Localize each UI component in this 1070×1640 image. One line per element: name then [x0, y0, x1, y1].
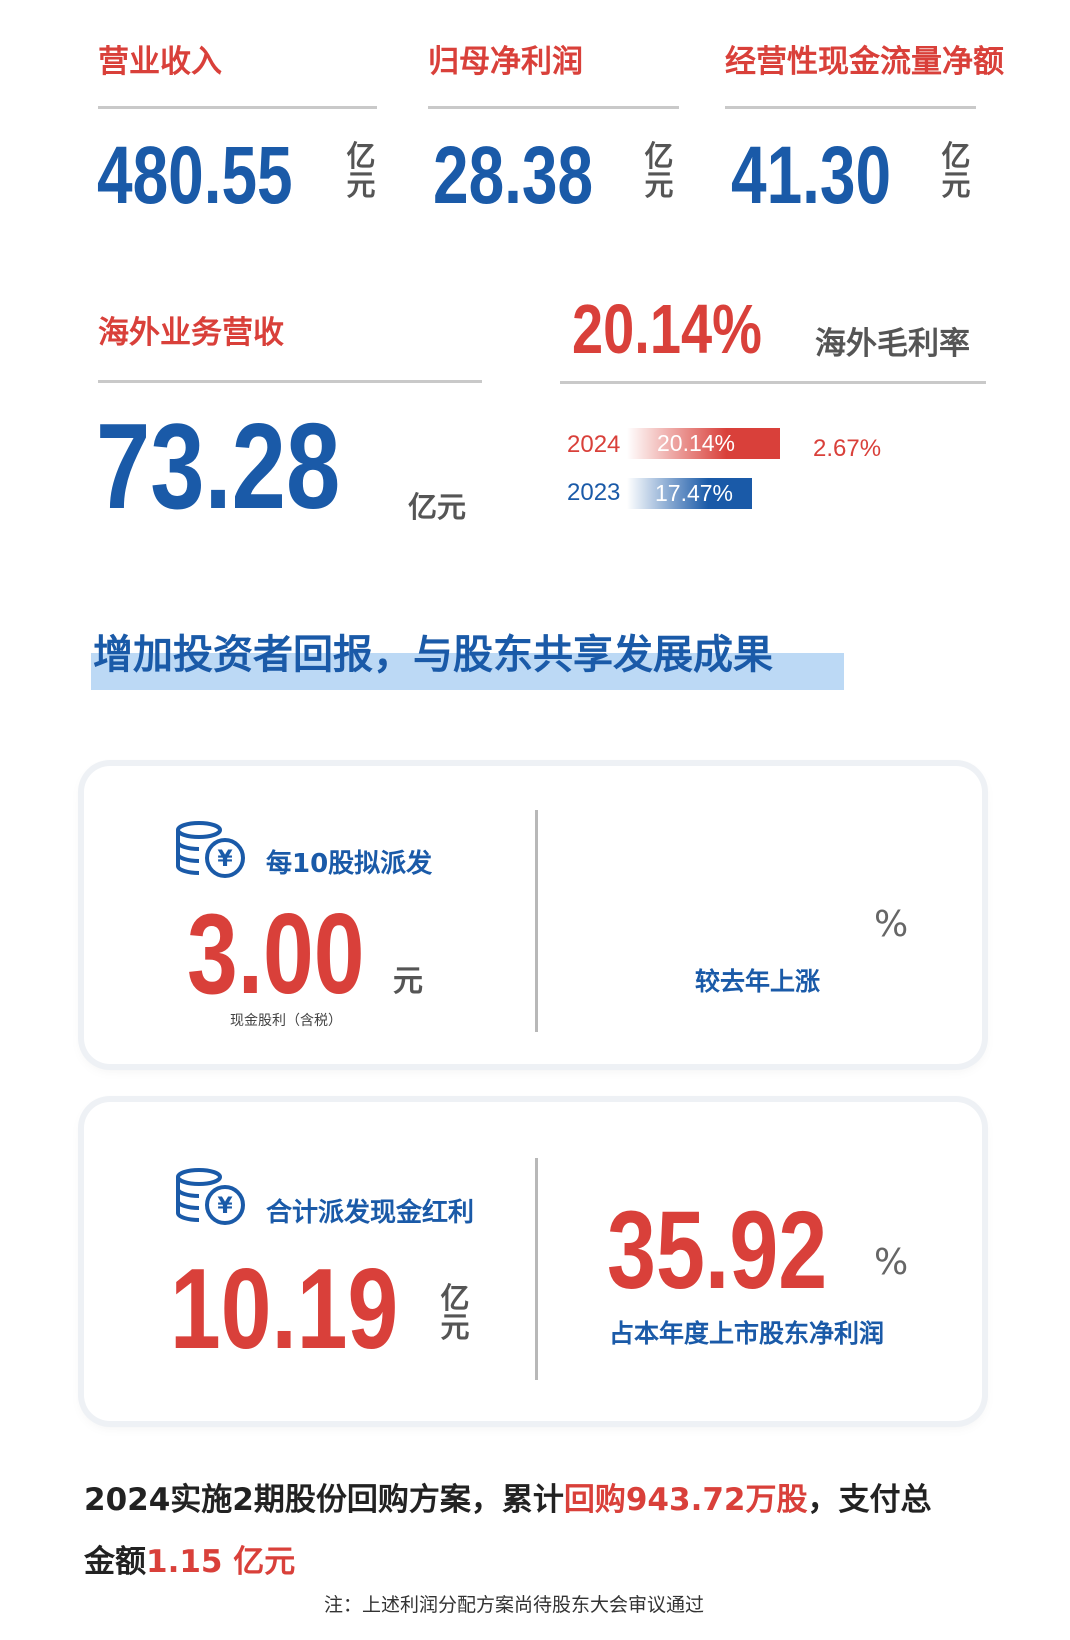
card-divider: [535, 1158, 538, 1380]
bar-value-2024: 20.14%: [657, 430, 736, 456]
buyback-text: 2024实施2期股份回购方案，累计回购943.72万股，支付总金额1.15 亿元: [84, 1469, 984, 1593]
divider: [98, 106, 377, 109]
divider: [98, 380, 482, 383]
total-dividend-value: 10.19: [170, 1246, 399, 1373]
overseas-unit: 亿元: [408, 490, 467, 524]
buyback-shares: 回购943.72万股: [563, 1482, 808, 1518]
svg-text:¥: ¥: [217, 847, 233, 872]
kpi-value-cashflow: 41.30: [731, 130, 892, 221]
margin-delta: 2.67%: [813, 435, 882, 462]
section-heading: 增加投资者回报，与股东共享发展成果: [93, 632, 773, 678]
bar-value-2023: 17.47%: [655, 480, 734, 506]
divider: [725, 106, 976, 109]
overseas-margin-label: 海外毛利率: [815, 326, 970, 362]
total-dividend-label: 合计派发现金红利: [266, 1198, 475, 1228]
bar-year-2024: 2024: [567, 431, 621, 458]
svg-text:¥: ¥: [217, 1194, 233, 1219]
buyback-amount: 1.15 亿元: [146, 1544, 296, 1580]
payout-ratio-label: 占本年度上市股东净利润: [609, 1319, 885, 1348]
card-divider: [535, 810, 538, 1032]
bar-2024: 20.14%: [627, 428, 780, 459]
kpi-title-revenue: 营业收入: [98, 44, 222, 80]
dividend-per-share-card: ¥ 每10股拟派发 3.00 元 现金股利（含税） % 较去年上涨: [84, 766, 982, 1064]
total-dividend-unit: 亿元: [440, 1281, 470, 1344]
bar-2023: 17.47%: [627, 478, 752, 509]
dividend-label: 每10股拟派发: [266, 849, 433, 879]
coins-yuan-icon: ¥: [176, 821, 245, 878]
kpi-title-net-profit: 归母净利润: [428, 44, 583, 80]
divider: [560, 381, 986, 384]
kpi-unit: 亿元: [346, 139, 376, 202]
overseas-margin-value: 20.14%: [572, 290, 762, 368]
kpi-unit: 亿元: [644, 139, 674, 202]
dividend-note: 现金股利（含税）: [230, 1013, 342, 1029]
dividend-value: 3.00: [187, 891, 365, 1018]
divider: [428, 106, 679, 109]
buyback-text-part: 金额: [84, 1544, 146, 1580]
footnote: 注：上述利润分配方案尚待股东大会审议通过: [324, 1594, 705, 1616]
payout-ratio-value: 35.92: [607, 1189, 828, 1312]
buyback-text-part: 2024实施2期股份回购方案，累计: [84, 1482, 564, 1518]
coins-yuan-icon: ¥: [176, 1168, 245, 1225]
percent-symbol: %: [874, 904, 909, 945]
total-dividend-card: ¥ 合计派发现金红利 10.19 亿元 35.92 % 占本年度上市股东净利润: [84, 1102, 982, 1421]
buyback-text-part: ，支付总: [807, 1482, 932, 1518]
kpi-value-revenue: 480.55: [97, 130, 293, 221]
heading-highlight: [91, 653, 844, 690]
percent-symbol: %: [874, 1242, 909, 1283]
overseas-revenue-value: 73.28: [96, 398, 341, 534]
kpi-value-net-profit: 28.38: [433, 130, 594, 221]
overseas-title: 海外业务营收: [98, 315, 284, 351]
yoy-label: 较去年上涨: [695, 967, 821, 996]
bar-year-2023: 2023: [567, 479, 621, 506]
dividend-unit: 元: [393, 964, 423, 999]
kpi-unit: 亿元: [941, 139, 971, 202]
kpi-title-cashflow: 经营性现金流量净额: [725, 44, 1004, 80]
